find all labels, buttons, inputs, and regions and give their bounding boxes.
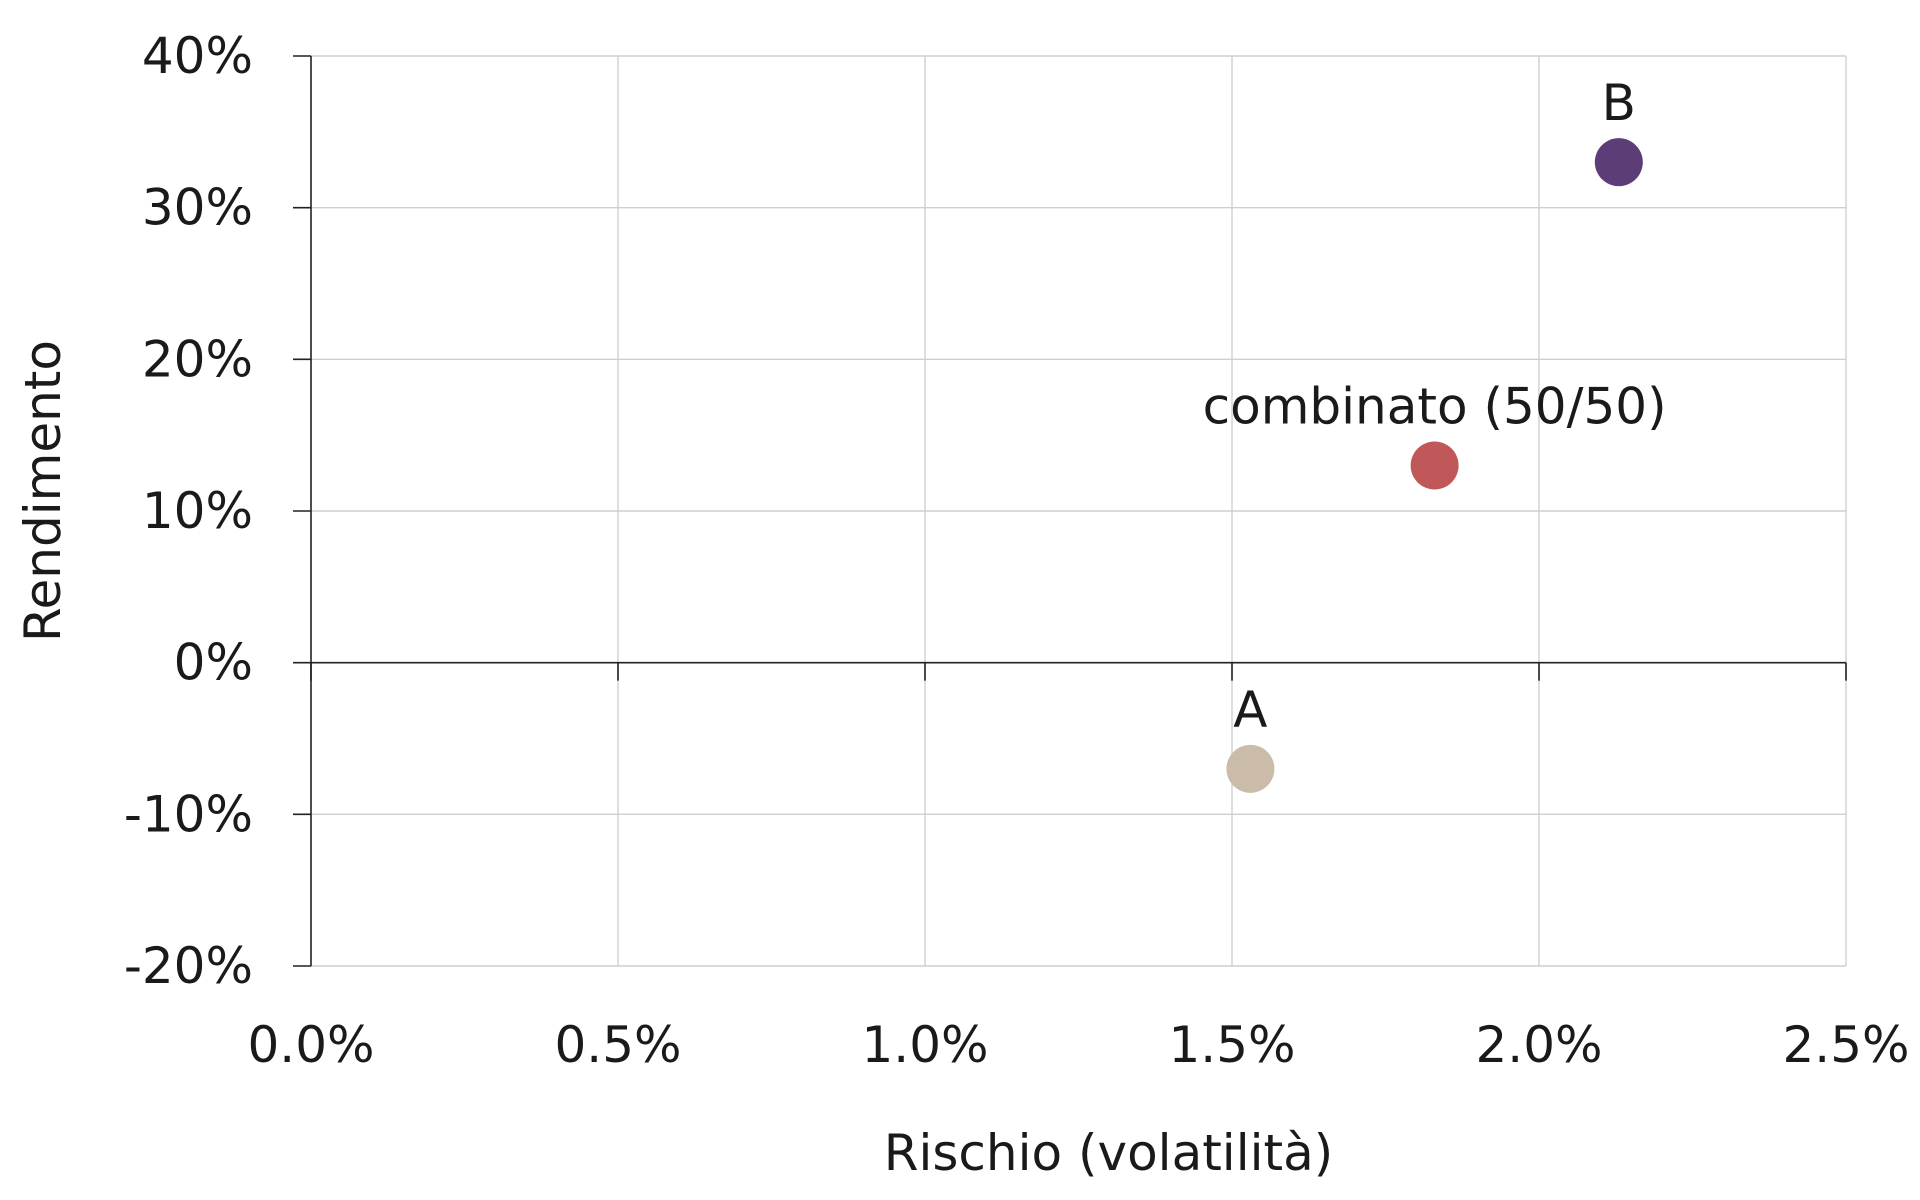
data-point: [1594, 138, 1643, 187]
y-tick-label: 0%: [174, 634, 253, 692]
x-tick-label: 1.0%: [861, 1016, 988, 1074]
y-tick-label: 10%: [142, 482, 253, 540]
data-point: [1410, 441, 1459, 490]
y-tick-label: 30%: [142, 179, 253, 237]
y-tick-label: 40%: [142, 27, 253, 85]
y-tick-label: -20%: [124, 937, 253, 995]
data-point-label: A: [1233, 681, 1267, 739]
x-tick-label: 0.0%: [247, 1016, 374, 1074]
y-tick-label: 20%: [142, 330, 253, 388]
x-tick-label: 1.5%: [1168, 1016, 1295, 1074]
data-point: [1226, 744, 1275, 793]
y-axis-title: Rendimento: [14, 340, 72, 642]
data-point-label: combinato (50/50): [1203, 378, 1667, 436]
grid-lines: [311, 55, 1847, 967]
data-point-label: B: [1602, 74, 1636, 132]
y-tick-label: -10%: [124, 785, 253, 843]
x-tick-label: 0.5%: [554, 1016, 681, 1074]
x-tick-label: 2.5%: [1782, 1016, 1909, 1074]
tick-labels: -20% -10% 0% 10% 20% 30% 40% 0.0% 0.5% 1.0% 1.5% 2.…: [124, 27, 1910, 1074]
x-tick-label: 2.0%: [1475, 1016, 1602, 1074]
axes: [293, 55, 1847, 967]
x-axis-title: Rischio (volatilità): [884, 1124, 1334, 1182]
